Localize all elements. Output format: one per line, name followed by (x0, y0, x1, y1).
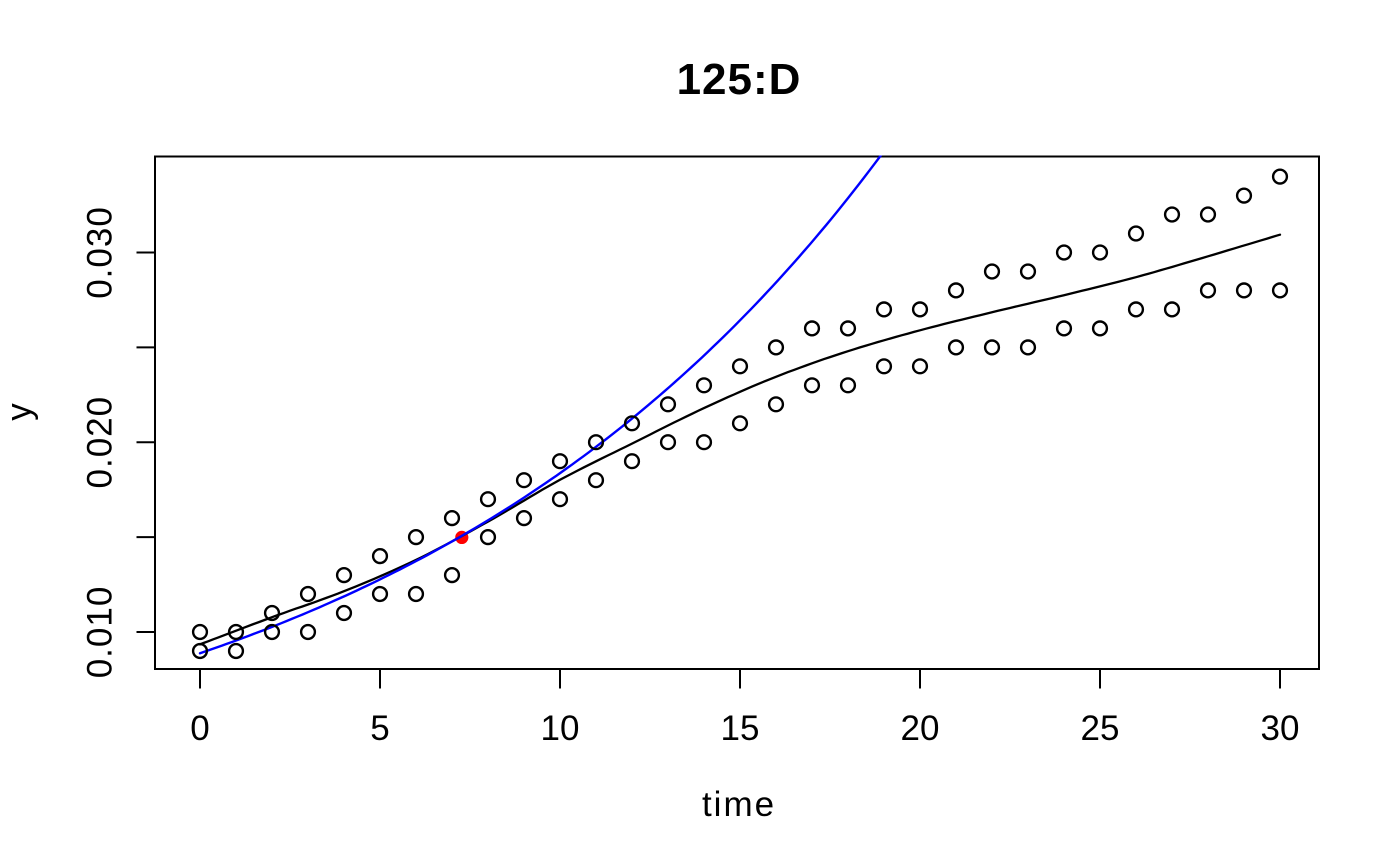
svg-text:25: 25 (1081, 709, 1120, 748)
svg-text:0.020: 0.020 (81, 396, 120, 489)
svg-text:0: 0 (190, 709, 209, 748)
svg-text:5: 5 (370, 709, 389, 748)
svg-text:30: 30 (1261, 709, 1300, 748)
svg-text:125:D: 125:D (677, 55, 802, 104)
svg-text:0.010: 0.010 (81, 586, 120, 679)
svg-text:15: 15 (721, 709, 760, 748)
svg-text:20: 20 (901, 709, 940, 748)
svg-text:y: y (0, 403, 39, 421)
svg-text:10: 10 (541, 709, 580, 748)
svg-text:time: time (702, 785, 776, 824)
svg-text:0.030: 0.030 (81, 206, 120, 299)
